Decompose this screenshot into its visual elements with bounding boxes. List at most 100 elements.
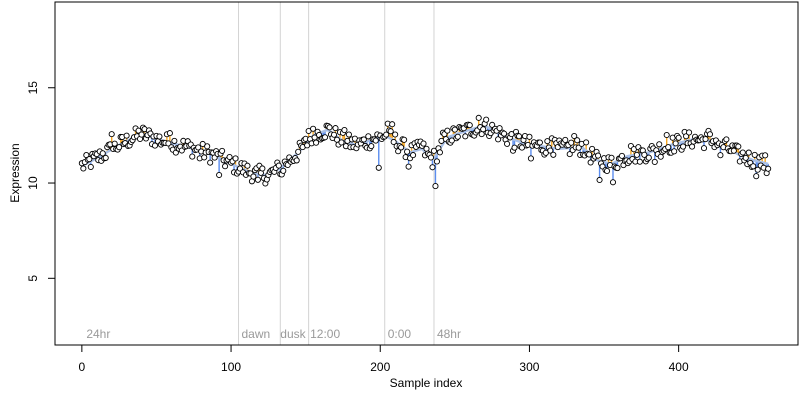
data-point (603, 167, 611, 175)
x-tick-label: 0 (79, 360, 86, 374)
data-point (295, 148, 302, 155)
data-point (608, 154, 615, 161)
data-point (671, 148, 678, 155)
data-point (656, 141, 663, 148)
data-point (219, 147, 226, 154)
data-point (365, 133, 372, 140)
data-point (614, 164, 621, 172)
data-point (341, 127, 348, 134)
x-tick-label: 200 (370, 360, 390, 374)
data-point (633, 151, 640, 158)
data-point (321, 134, 329, 141)
data-point (645, 154, 652, 161)
data-point (574, 137, 581, 144)
data-point (436, 149, 443, 156)
data-point (244, 162, 251, 169)
data-point (166, 130, 173, 137)
data-point (226, 153, 233, 161)
annotation-label: 0:00 (388, 327, 412, 341)
data-point (398, 144, 405, 151)
data-point (401, 136, 408, 143)
x-axis-title: Sample index (390, 376, 463, 390)
x-tick-label: 400 (669, 360, 689, 374)
data-point (511, 144, 518, 151)
data-point (404, 148, 411, 155)
y-tick-label: 5 (26, 275, 40, 282)
data-point (462, 133, 469, 140)
data-point (663, 131, 670, 139)
data-point (410, 152, 417, 159)
data-point (216, 171, 223, 179)
data-point (189, 153, 196, 160)
data-point (332, 125, 339, 132)
x-tick-label: 100 (221, 360, 241, 374)
data-point (496, 125, 503, 132)
data-point (259, 165, 266, 172)
data-point (275, 162, 282, 169)
data-point (609, 179, 617, 186)
data-point (451, 126, 458, 133)
data-point (151, 142, 159, 149)
data-point (568, 139, 575, 146)
data-points (78, 114, 772, 190)
data-point (742, 154, 749, 161)
data-point (429, 164, 436, 171)
data-point (501, 130, 508, 137)
data-point (390, 138, 397, 146)
data-point (745, 149, 752, 156)
data-point (544, 138, 551, 145)
x-axis: 0 100 200 300 400 (79, 344, 689, 374)
data-point (618, 152, 625, 159)
data-point (762, 152, 769, 159)
data-point (571, 132, 578, 140)
data-point (444, 127, 451, 134)
data-point (387, 128, 394, 135)
annotation-label: 24hr (86, 327, 110, 341)
data-point (310, 125, 317, 132)
data-point (116, 144, 123, 151)
data-point (665, 144, 672, 151)
data-point (723, 136, 730, 143)
data-point (222, 163, 229, 170)
data-point (589, 145, 596, 152)
annotation-label: dawn (241, 327, 270, 341)
data-point (527, 155, 534, 162)
data-point (566, 151, 573, 158)
y-axis-title: Expression (8, 143, 22, 202)
data-point (433, 158, 440, 165)
data-point (765, 165, 772, 172)
data-point (754, 166, 761, 173)
data-point (483, 116, 490, 123)
data-point (383, 131, 390, 138)
data-point (475, 114, 482, 121)
data-point (250, 173, 257, 180)
data-point (330, 131, 338, 138)
data-point (86, 156, 93, 163)
data-point (111, 140, 118, 147)
data-point (313, 139, 320, 146)
data-point (389, 121, 396, 128)
data-point (204, 143, 211, 150)
y-axis: 5 10 15 (26, 81, 55, 282)
data-point (717, 152, 724, 159)
data-point (675, 134, 682, 141)
data-point (536, 139, 543, 146)
data-point (700, 145, 708, 152)
data-point (495, 136, 502, 143)
data-point (651, 158, 658, 165)
data-point (156, 133, 163, 140)
data-point (489, 121, 496, 128)
data-point (280, 167, 287, 174)
data-point (108, 131, 115, 138)
data-point (345, 131, 352, 138)
data-point (368, 143, 375, 150)
data-point (526, 133, 533, 140)
data-point (372, 137, 379, 144)
y-tick-label: 10 (26, 176, 40, 190)
data-point (689, 143, 696, 150)
data-point (432, 183, 439, 190)
x-tick-label: 300 (519, 360, 539, 374)
data-point (454, 133, 461, 140)
data-point (686, 129, 693, 136)
